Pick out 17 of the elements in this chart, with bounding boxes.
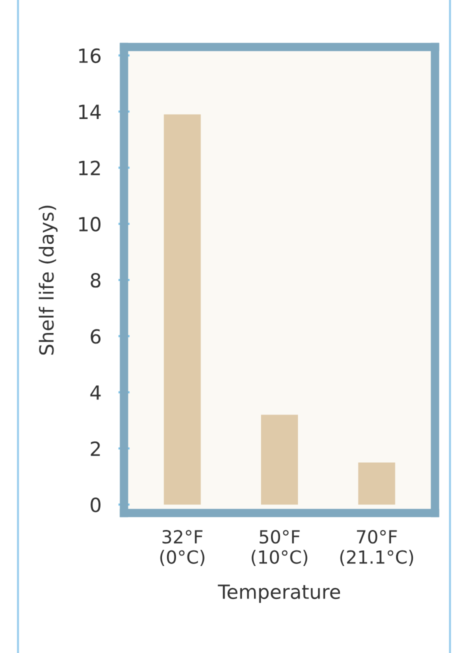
bar: [261, 414, 298, 505]
y-tick-label: 8: [90, 272, 100, 288]
y-tick-label: 12: [79, 160, 100, 176]
y-tick-label: 4: [90, 386, 101, 400]
y-tick-label: 2: [90, 441, 100, 456]
x-axis-title: Temperature: [218, 584, 340, 603]
x-tick-label: 32°F (0°C): [160, 530, 204, 566]
y-axis-title: Shelf life (days): [38, 206, 58, 355]
y-tick-label: 10: [79, 216, 100, 232]
x-tick-label: 50°F (10°C): [252, 530, 308, 566]
y-tick-label: 6: [90, 329, 101, 344]
y-tick-label: 0: [90, 498, 100, 512]
y-tick-label: 14: [79, 104, 101, 119]
x-tick-label: 70°F (21.1°C): [340, 530, 414, 566]
bar: [358, 462, 396, 505]
y-tick-label: 16: [79, 48, 101, 64]
bar: [164, 114, 201, 505]
